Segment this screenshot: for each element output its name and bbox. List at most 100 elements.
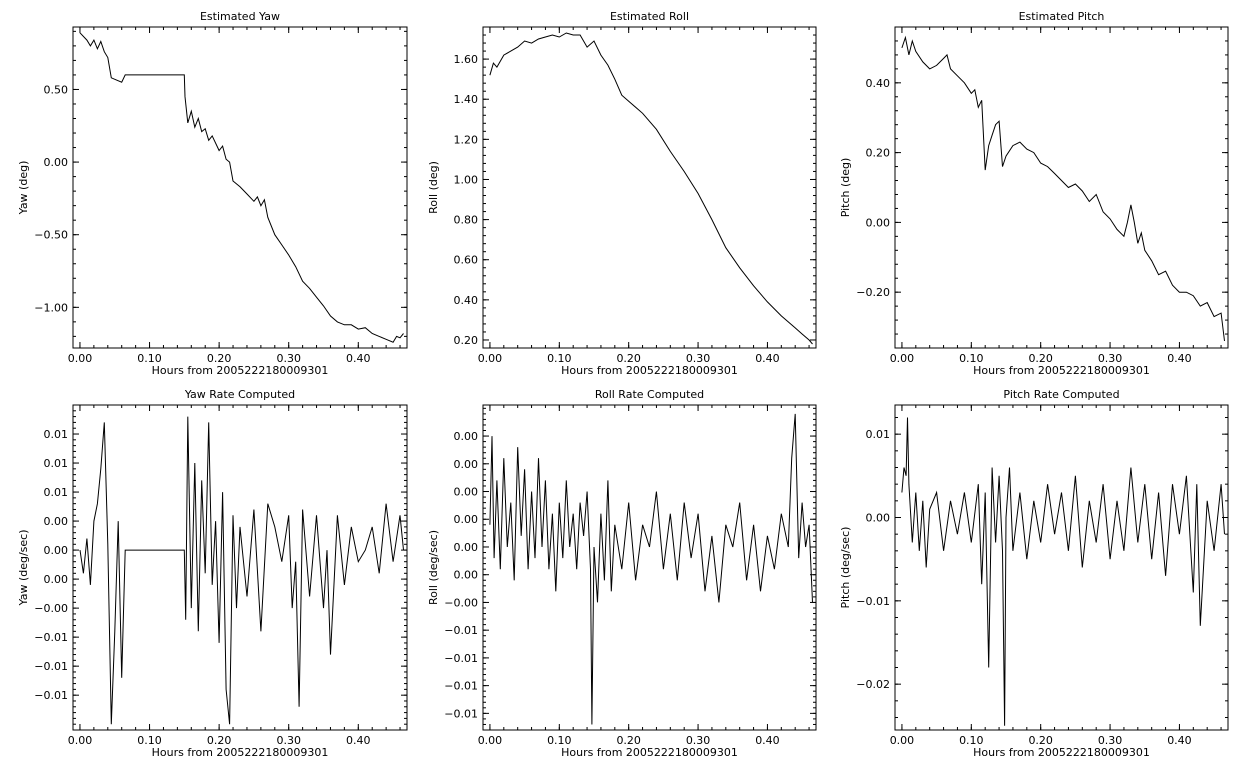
chart-title: Estimated Yaw [200,10,280,23]
x-tick-label: 0.20 [1028,734,1053,747]
x-tick-label: 0.10 [547,352,572,365]
y-tick-label: −0.01 [444,680,478,693]
x-tick-label: 0.40 [755,352,780,365]
y-tick-label: 0.20 [866,147,891,160]
x-tick-label: 0.20 [1028,352,1053,365]
x-tick-label: 0.40 [1167,734,1192,747]
y-tick-label: 0.60 [454,254,479,267]
y-tick-label: −0.50 [34,229,68,242]
y-tick-label: 0.00 [44,156,69,169]
series-line [79,32,404,343]
y-axis-label: Yaw (deg/sec) [17,529,30,606]
chart-panel: Roll Rate Computed 0.00 0.10 0.20 0.30 0.40 0.… [427,388,817,759]
y-tick-label: 0.50 [44,83,69,96]
y-tick-label: 0.01 [44,428,69,441]
y-tick-label: −0.20 [856,286,890,299]
y-tick-label: −0.00 [444,596,478,609]
x-axis-label: Hours from 2005222180009301 [973,364,1150,377]
plot-frame [72,404,408,731]
x-tick-label: 0.20 [207,734,232,747]
y-tick-label: 0.01 [866,428,891,441]
x-tick-label: 0.30 [686,352,711,365]
chart-title: Roll Rate Computed [595,388,704,401]
chart-panel: Estimated Pitch 0.00 0.10 0.20 0.30 0.40 0.40 0… [839,10,1229,377]
x-tick-label: 0.10 [137,352,162,365]
chart-panels: Estimated Yaw 0.00 0.10 0.20 0.30 0.40 0.50 0.0… [17,10,1229,759]
x-tick-label: 0.00 [68,734,93,747]
y-tick-label: 1.60 [454,53,479,66]
chart-title: Estimated Pitch [1019,10,1105,23]
chart-panel: Estimated Yaw 0.00 0.10 0.20 0.30 0.40 0.50 0.0… [17,10,408,377]
x-tick-label: 0.10 [137,734,162,747]
chart-panel: Estimated Roll 0.00 0.10 0.20 0.30 0.40 0.20 0.… [427,10,817,377]
chart-title: Estimated Roll [610,10,689,23]
x-tick-label: 0.10 [959,734,984,747]
y-tick-label: −0.00 [34,602,68,615]
x-tick-label: 0.00 [478,734,503,747]
x-tick-label: 0.40 [346,352,371,365]
y-axis-label: Yaw (deg) [17,161,30,216]
chart-panel: Pitch Rate Computed 0.00 0.10 0.20 0.30 0.40 0… [839,388,1229,759]
y-tick-label: 0.00 [454,430,479,443]
y-tick-label: 0.00 [454,541,479,554]
x-tick-label: 0.10 [959,352,984,365]
x-tick-label: 0.10 [547,734,572,747]
chart-panel: Yaw Rate Computed 0.00 0.10 0.20 0.30 0.40 0.0… [17,388,408,759]
y-tick-label: 0.00 [454,569,479,582]
chart-title: Yaw Rate Computed [184,388,295,401]
y-tick-label: −0.01 [856,595,890,608]
y-tick-label: −0.01 [444,707,478,720]
x-tick-label: 0.30 [276,734,301,747]
y-axis-label: Pitch (deg) [839,158,852,218]
x-tick-label: 0.30 [686,734,711,747]
x-tick-label: 0.00 [890,734,915,747]
x-tick-label: 0.40 [1167,352,1192,365]
x-tick-label: 0.30 [1098,734,1123,747]
x-axis-label: Hours from 2005222180009301 [152,364,329,377]
y-tick-label: 0.01 [44,486,69,499]
y-tick-label: 0.00 [44,515,69,528]
x-tick-label: 0.20 [616,352,641,365]
y-tick-label: −1.00 [34,301,68,314]
x-tick-label: 0.20 [616,734,641,747]
x-tick-label: 0.40 [346,734,371,747]
y-tick-label: 0.40 [866,77,891,90]
y-tick-label: −0.01 [444,624,478,637]
y-tick-label: 0.00 [44,544,69,557]
plot-frame [72,26,408,349]
plot-frame [894,26,1229,349]
y-tick-label: 0.00 [454,486,479,499]
y-tick-label: 0.00 [454,513,479,526]
series-line [901,417,1225,726]
y-tick-label: 0.40 [454,294,479,307]
chart-title: Pitch Rate Computed [1003,388,1119,401]
x-tick-label: 0.40 [755,734,780,747]
x-axis-label: Hours from 2005222180009301 [973,746,1150,759]
y-tick-label: 0.01 [44,457,69,470]
y-tick-label: 1.00 [454,173,479,186]
y-tick-label: 0.20 [454,334,479,347]
y-tick-label: 1.40 [454,93,479,106]
plot-frame [482,404,817,731]
series-line [489,32,813,345]
y-axis-label: Roll (deg) [427,161,440,214]
y-tick-label: −0.01 [34,689,68,702]
x-tick-label: 0.20 [207,352,232,365]
y-tick-label: −0.01 [34,660,68,673]
series-line [901,35,1225,342]
y-tick-label: 0.00 [454,458,479,471]
series-line [489,413,813,725]
y-tick-label: 0.00 [866,512,891,525]
y-axis-label: Pitch (deg/sec) [839,527,852,609]
y-tick-label: 1.20 [454,133,479,146]
y-axis-label: Roll (deg/sec) [427,530,440,605]
y-tick-label: 0.80 [454,214,479,227]
y-tick-label: 0.00 [866,216,891,229]
x-tick-label: 0.00 [890,352,915,365]
y-tick-label: −0.01 [444,652,478,665]
x-axis-label: Hours from 2005222180009301 [561,746,738,759]
x-axis-label: Hours from 2005222180009301 [561,364,738,377]
y-tick-label: −0.01 [34,631,68,644]
plot-frame [894,404,1229,731]
